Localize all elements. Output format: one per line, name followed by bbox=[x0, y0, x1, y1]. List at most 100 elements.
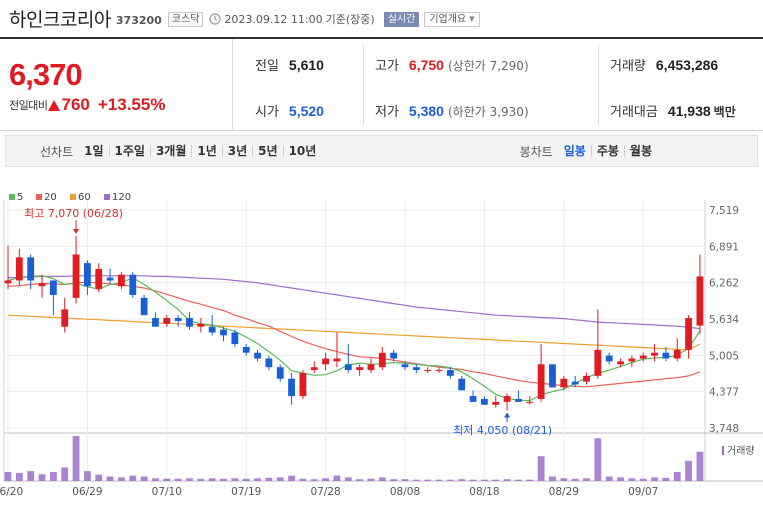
period-3y[interactable]: 3년 bbox=[221, 145, 252, 157]
candle-monthly[interactable]: 월봉 bbox=[623, 145, 657, 157]
candle-body bbox=[367, 364, 375, 371]
candle-body bbox=[106, 277, 114, 281]
change-value: 760 bbox=[61, 95, 90, 114]
candle-body bbox=[242, 346, 250, 353]
company-info-button[interactable]: 기업개요 ▼ bbox=[424, 11, 480, 27]
candle-body bbox=[27, 257, 35, 281]
legend-label: 20 bbox=[44, 192, 57, 203]
stock-header: 하인크코리아 373200 코스닥 2023.09.12 11:00 기준(장중… bbox=[0, 0, 763, 36]
change-percent: +13.55% bbox=[97, 95, 166, 114]
x-tick-label: 08/18 bbox=[469, 486, 499, 498]
min-annotation: 최저 4,050 (08/21) bbox=[453, 424, 552, 437]
period-1w[interactable]: 1주일 bbox=[108, 145, 150, 157]
prev-close-stat: 전일 5,610 bbox=[255, 55, 324, 74]
volume-bar bbox=[288, 475, 295, 481]
volume-bar bbox=[673, 472, 681, 481]
volume-bar bbox=[571, 478, 579, 481]
volume-bar bbox=[129, 475, 137, 481]
candle-body bbox=[481, 398, 488, 405]
volume-bar bbox=[390, 479, 398, 481]
open-stat: 시가 5,520 bbox=[255, 101, 324, 120]
volume-bar bbox=[163, 478, 171, 481]
amount-label: 거래대금 bbox=[610, 105, 658, 120]
period-10y[interactable]: 10년 bbox=[282, 145, 322, 157]
high-value: 6,750 bbox=[408, 57, 444, 73]
candle-body bbox=[458, 378, 466, 391]
price-block: 6,370 전일대비 760 +13.55% bbox=[0, 39, 233, 130]
candlestick-chart[interactable]: 7,519 6,891 6,262 5,634 5,005 4,377 3,748 06/20… bbox=[0, 180, 763, 509]
volume-bar bbox=[605, 476, 613, 481]
amount-unit: 백만 bbox=[713, 105, 736, 119]
candle-body bbox=[129, 274, 137, 295]
period-3m[interactable]: 3개월 bbox=[149, 145, 191, 157]
quote-panel: 6,370 전일대비 760 +13.55% 전일 5,610 시가 5,520… bbox=[0, 37, 763, 131]
high-stat: 고가 6,750 (상한가 7,290) bbox=[375, 55, 529, 74]
candle-body bbox=[72, 254, 80, 298]
legend-swatch bbox=[104, 194, 110, 200]
stock-code: 373200 bbox=[115, 13, 162, 27]
lower-limit: (하한가 3,930) bbox=[447, 105, 529, 119]
volume-bar bbox=[106, 476, 114, 481]
candle-body bbox=[435, 370, 443, 372]
y-tick-label: 6,262 bbox=[709, 278, 739, 290]
volume-bar bbox=[299, 478, 307, 481]
volume-bar bbox=[639, 478, 647, 481]
candle-body bbox=[49, 280, 57, 295]
stock-name: 하인크코리아 bbox=[9, 8, 111, 31]
volume-value: 6,453,286 bbox=[655, 57, 719, 73]
amount-value: 41,938 bbox=[667, 103, 711, 119]
candle-weekly[interactable]: 주봉 bbox=[590, 145, 624, 157]
candle-body bbox=[526, 401, 534, 403]
candle-body bbox=[174, 318, 182, 321]
volume-bar bbox=[492, 479, 500, 481]
candle-body bbox=[4, 280, 12, 284]
volume-bar bbox=[152, 478, 159, 481]
volume-bar bbox=[560, 478, 568, 481]
candle-body bbox=[571, 381, 579, 385]
volume-bar bbox=[242, 478, 250, 481]
period-1d[interactable]: 1일 bbox=[84, 144, 104, 158]
candle-body bbox=[163, 318, 171, 324]
volume-bar bbox=[401, 479, 409, 481]
open-label: 시가 bbox=[255, 105, 279, 120]
legend-label: 60 bbox=[78, 192, 91, 203]
chevron-down-icon: ▼ bbox=[469, 14, 475, 23]
volume-bar bbox=[503, 479, 511, 481]
volume-bar bbox=[118, 477, 125, 481]
legend-swatch bbox=[70, 194, 76, 200]
candle-body bbox=[356, 367, 364, 371]
x-tick-label: 09/07 bbox=[628, 486, 658, 498]
volume-bar bbox=[27, 471, 35, 481]
period-5y[interactable]: 5년 bbox=[252, 145, 282, 157]
x-tick-label: 07/10 bbox=[152, 486, 182, 498]
candle-body bbox=[15, 257, 23, 281]
x-tick-label: 06/20 bbox=[0, 486, 23, 498]
high-label: 고가 bbox=[375, 59, 399, 74]
candle-body bbox=[537, 364, 545, 399]
x-tick-label: 08/08 bbox=[390, 486, 420, 498]
volume-bar bbox=[628, 478, 636, 481]
realtime-badge[interactable]: 실시간 bbox=[383, 11, 420, 27]
candle-body bbox=[651, 352, 658, 356]
candle-body bbox=[549, 364, 556, 388]
volume-bar bbox=[424, 479, 432, 481]
candle-body bbox=[378, 352, 386, 368]
volume-label: 거래량 bbox=[610, 59, 646, 74]
candle-body bbox=[662, 352, 670, 359]
prev-close-label: 전일 bbox=[255, 59, 279, 74]
period-1y[interactable]: 1년 bbox=[191, 145, 221, 157]
chart-svg[interactable]: 7,519 6,891 6,262 5,634 5,005 4,377 3,748 06/20… bbox=[0, 180, 763, 509]
volume-bar bbox=[435, 479, 443, 481]
volume-bar bbox=[481, 479, 488, 481]
legend-swatch bbox=[36, 194, 42, 200]
divider bbox=[363, 45, 364, 125]
candle-body bbox=[265, 358, 273, 368]
candle-body bbox=[492, 401, 500, 405]
candle-body bbox=[617, 361, 624, 365]
volume-bar bbox=[197, 478, 205, 481]
candle-daily[interactable]: 일봉 bbox=[563, 144, 586, 158]
ma5-line bbox=[7, 275, 701, 402]
volume-bar bbox=[186, 478, 193, 481]
candle-body bbox=[276, 367, 284, 379]
volume-bar bbox=[537, 456, 545, 481]
